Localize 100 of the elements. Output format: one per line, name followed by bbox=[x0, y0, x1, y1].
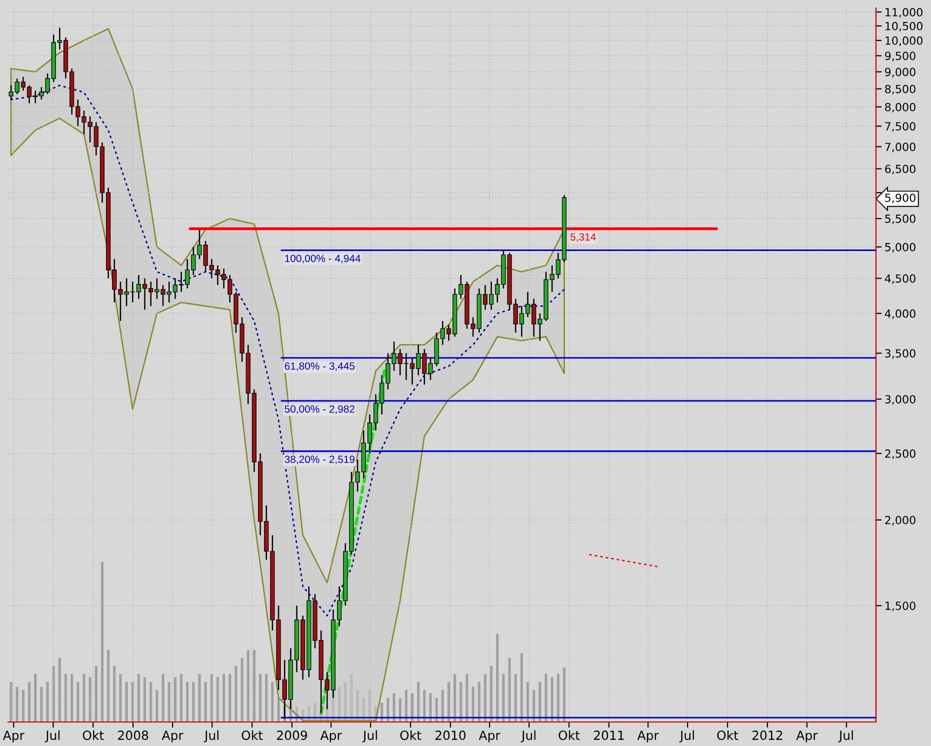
y-tick-label: 4,000 bbox=[884, 309, 916, 319]
y-tick-label: 5,500 bbox=[885, 214, 916, 224]
annotation: 50,00% - 2,982 bbox=[284, 405, 354, 414]
bar bbox=[125, 682, 128, 722]
bar bbox=[478, 682, 480, 722]
bar bbox=[228, 674, 232, 722]
y-tick-label: 10,000 bbox=[886, 36, 922, 46]
bar bbox=[64, 674, 68, 722]
x-tick-label: 2011 bbox=[594, 730, 624, 740]
y-tick-label: 1,500 bbox=[886, 602, 916, 612]
bar bbox=[119, 674, 122, 722]
x-tick-label: 2012 bbox=[752, 730, 782, 740]
x-tick-label: Okt bbox=[242, 730, 263, 740]
bar bbox=[246, 650, 250, 722]
bar bbox=[168, 682, 170, 722]
y-tick-label: 9,000 bbox=[885, 68, 916, 78]
bar bbox=[502, 674, 505, 722]
y-tick-label: 3,000 bbox=[885, 395, 916, 405]
bar bbox=[556, 674, 560, 722]
bar bbox=[562, 668, 566, 722]
bar bbox=[532, 690, 536, 722]
bar bbox=[10, 682, 12, 722]
bar bbox=[150, 682, 152, 722]
bar bbox=[82, 674, 86, 722]
bar bbox=[460, 682, 462, 722]
bar bbox=[137, 674, 140, 722]
bar bbox=[234, 666, 238, 722]
bar bbox=[76, 682, 80, 722]
bar bbox=[454, 674, 456, 722]
bar bbox=[22, 690, 24, 722]
x-tick-label: 2009 bbox=[276, 730, 308, 740]
bar bbox=[417, 682, 420, 722]
annotation: 100,00% - 4,944 bbox=[285, 254, 360, 264]
bar bbox=[508, 658, 511, 722]
bar bbox=[392, 693, 396, 722]
bar bbox=[113, 666, 116, 722]
x-tick-label: Jul bbox=[362, 730, 377, 742]
bar bbox=[429, 693, 432, 722]
bar bbox=[107, 650, 110, 722]
bar bbox=[404, 690, 408, 722]
y-tick-label: 5,900 bbox=[885, 194, 916, 204]
x-tick-label: Apr bbox=[637, 730, 659, 742]
bar bbox=[222, 674, 226, 722]
x-tick-label: Jul bbox=[44, 730, 60, 742]
bar bbox=[58, 658, 61, 722]
y-tick-label: 11,000 bbox=[886, 8, 922, 18]
bar bbox=[16, 686, 18, 722]
bar bbox=[156, 690, 158, 722]
bar bbox=[40, 686, 43, 722]
x-tick-label: 2008 bbox=[118, 730, 148, 740]
x-tick-label: Okt bbox=[717, 730, 738, 740]
bar bbox=[70, 674, 74, 722]
bar bbox=[496, 634, 499, 722]
x-tick-label: Okt bbox=[82, 730, 104, 740]
bar bbox=[143, 677, 146, 722]
bar bbox=[277, 698, 280, 722]
bar bbox=[162, 674, 164, 722]
bar bbox=[180, 674, 183, 722]
bar bbox=[490, 666, 493, 722]
bar bbox=[34, 674, 37, 722]
y-tick-label: 5,000 bbox=[885, 242, 916, 252]
bar bbox=[204, 682, 207, 722]
bar bbox=[192, 682, 195, 722]
bar bbox=[100, 562, 104, 722]
bar bbox=[258, 674, 262, 722]
bar bbox=[466, 674, 468, 722]
bar bbox=[410, 693, 414, 722]
y-tick-label: 8,000 bbox=[885, 102, 916, 112]
y-tick-label: 9,500 bbox=[885, 52, 916, 62]
bar bbox=[88, 677, 92, 722]
bar bbox=[271, 682, 274, 722]
x-tick-label: Apr bbox=[2, 730, 24, 742]
annotation: 5,314 bbox=[570, 233, 596, 242]
bar bbox=[550, 677, 554, 722]
x-tick-label: Okt bbox=[558, 730, 580, 740]
bar bbox=[544, 674, 548, 722]
x-tick-label: Jul bbox=[679, 730, 694, 742]
y-tick-label: 4,500 bbox=[884, 274, 916, 284]
bar bbox=[423, 690, 426, 722]
y-tick-label: 3,500 bbox=[885, 349, 916, 359]
annotation: 61,80% - 3,445 bbox=[284, 362, 355, 371]
bar bbox=[441, 690, 444, 722]
x-tick-label: Okt bbox=[400, 730, 422, 740]
bar bbox=[46, 682, 49, 722]
x-tick-label: Apr bbox=[478, 730, 500, 742]
y-tick-label: 7,000 bbox=[885, 142, 916, 152]
bar bbox=[252, 650, 256, 722]
bar bbox=[216, 677, 220, 722]
bar bbox=[514, 674, 517, 722]
x-tick-label: Jul bbox=[520, 730, 536, 742]
bar bbox=[186, 682, 189, 722]
x-tick-label: Jul bbox=[204, 730, 218, 742]
bar bbox=[447, 682, 450, 722]
annotation: 38,20% - 2,519 bbox=[284, 456, 354, 464]
bar bbox=[240, 658, 244, 722]
x-tick-label: Jul bbox=[838, 730, 853, 742]
x-tick-label: Apr bbox=[320, 730, 342, 742]
bar bbox=[484, 674, 487, 722]
y-tick-label: 2,500 bbox=[885, 449, 916, 459]
x-tick-label: Apr bbox=[796, 730, 818, 742]
